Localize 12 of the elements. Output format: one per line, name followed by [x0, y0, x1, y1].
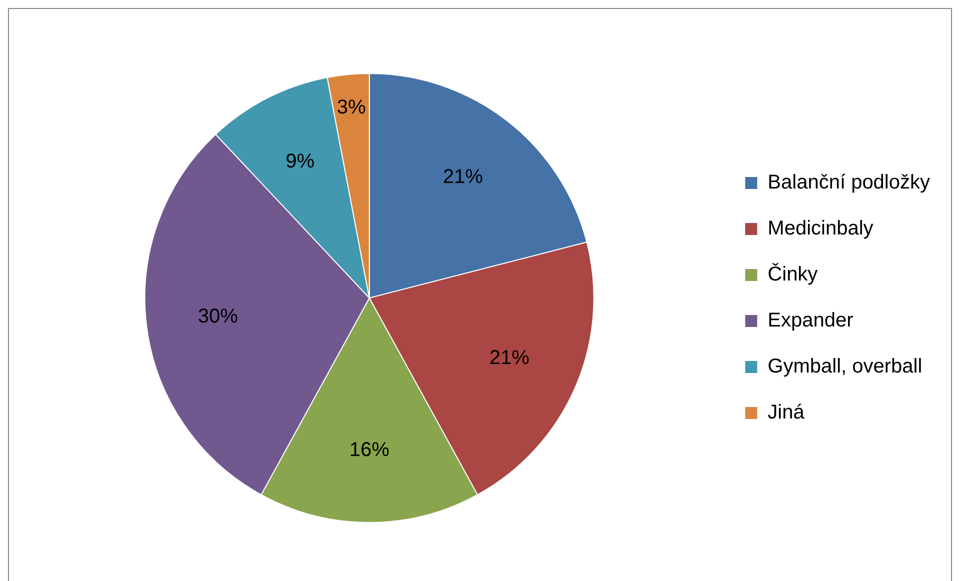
- data-label: 21%: [442, 166, 484, 188]
- legend-label: Gymball, overball: [768, 356, 922, 378]
- data-label: 16%: [349, 439, 390, 462]
- data-label: 3%: [336, 96, 366, 119]
- legend-label: Medicinbaly: [768, 218, 874, 240]
- data-label: 21%: [489, 347, 530, 370]
- legend-label: Jiná: [768, 402, 806, 424]
- data-label: 30%: [198, 306, 238, 328]
- legend-label: Expander: [768, 310, 854, 332]
- legend-label: Balanční podložky: [768, 172, 930, 194]
- legend-label: Činky: [768, 262, 818, 286]
- data-label: 9%: [286, 150, 315, 172]
